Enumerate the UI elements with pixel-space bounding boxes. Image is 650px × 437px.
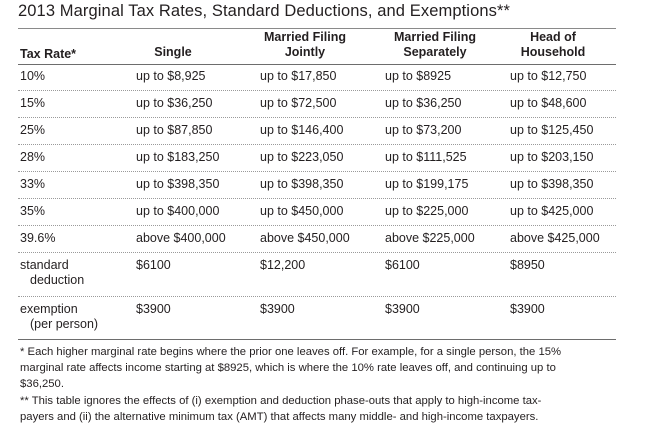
row-divider: [18, 296, 616, 297]
header-married-separately: Married Filing Separately: [380, 30, 490, 66]
header-married-jointly-line2: Jointly: [284, 45, 326, 59]
cell-married-jointly: up to $146,400: [260, 123, 344, 137]
page-title: 2013 Marginal Tax Rates, Standard Deduct…: [18, 2, 511, 20]
footnote-2-line2: payers and (ii) the alternative minimum …: [20, 411, 539, 423]
footnote-2-line1: ** This table ignores the effects of (i)…: [20, 395, 542, 407]
cell-head-of-household: up to $425,000: [510, 204, 594, 218]
cell-married-jointly: up to $223,050: [260, 150, 344, 164]
header-married-jointly: Married Filing Jointly: [250, 30, 360, 66]
cell-single: above $400,000: [136, 231, 226, 245]
row-divider: [18, 144, 616, 145]
cell-head-of-household: up to $12,750: [510, 69, 587, 83]
cell-single: up to $398,350: [136, 177, 220, 191]
cell-married-jointly: up to $450,000: [260, 204, 344, 218]
cell-rate: 25%: [20, 123, 46, 137]
cell-single: $3900: [136, 302, 171, 316]
row-divider: [18, 171, 616, 172]
cell-married-separately: above $225,000: [385, 231, 475, 245]
cell-single: up to $8,925: [136, 69, 206, 83]
cell-married-separately: up to $36,250: [385, 96, 462, 110]
cell-married-separately: $3900: [385, 302, 420, 316]
table-row: 10% up to $8,925 up to $17,850 up to $89…: [18, 65, 616, 91]
footnote-1-line1: * Each higher marginal rate begins where…: [20, 346, 562, 358]
cell-rate: 35%: [20, 204, 46, 218]
cell-rate: 28%: [20, 150, 46, 164]
standard-deduction-row: standard deduction $6100 $12,200 $6100 $…: [18, 254, 616, 297]
header-divider: [18, 64, 616, 65]
exemption-label-line2: (per person): [30, 317, 99, 331]
row-divider: [18, 117, 616, 118]
cell-single: up to $183,250: [136, 150, 220, 164]
header-married-separately-line2: Separately: [403, 45, 467, 59]
row-divider: [18, 252, 616, 253]
footnote-1: * Each higher marginal rate begins where…: [20, 344, 610, 392]
header-tax-rate: Tax Rate*: [20, 47, 77, 61]
cell-married-jointly: up to $72,500: [260, 96, 337, 110]
cell-head-of-household: up to $48,600: [510, 96, 587, 110]
header-married-jointly-line1: Married Filing: [264, 30, 346, 44]
table-row: 35% up to $400,000 up to $450,000 up to …: [18, 200, 616, 226]
cell-married-jointly: up to $398,350: [260, 177, 344, 191]
cell-married-separately: up to $8925: [385, 69, 452, 83]
cell-married-jointly: $12,200: [260, 258, 306, 272]
header-single: Single: [118, 30, 228, 66]
cell-rate: 10%: [20, 69, 46, 83]
cell-married-separately: $6100: [385, 258, 420, 272]
table-row: 33% up to $398,350 up to $398,350 up to …: [18, 173, 616, 199]
deduction-label-line1: standard: [20, 258, 69, 272]
cell-single: $6100: [136, 258, 171, 272]
cell-head-of-household: $8950: [510, 258, 545, 272]
header-single-label: Single: [154, 45, 192, 59]
cell-married-separately: up to $199,175: [385, 177, 469, 191]
exemption-row: exemption (per person) $3900 $3900 $3900…: [18, 298, 616, 338]
cell-rate: 15%: [20, 96, 46, 110]
footnote-1-line2: marginal rate affects income starting at…: [20, 362, 556, 374]
table-row: 39.6% above $400,000 above $450,000 abov…: [18, 227, 616, 253]
title-divider: [18, 28, 616, 29]
cell-single: up to $36,250: [136, 96, 213, 110]
deduction-label-line2: deduction: [30, 273, 85, 287]
table-bottom-divider: [18, 339, 616, 340]
cell-head-of-household: up to $203,150: [510, 150, 594, 164]
cell-single: up to $400,000: [136, 204, 220, 218]
cell-rate: 33%: [20, 177, 46, 191]
cell-married-separately: up to $111,525: [385, 150, 467, 164]
cell-married-jointly: $3900: [260, 302, 295, 316]
footnote-1-line3: $36,250.: [20, 378, 64, 390]
cell-exemption-label: exemption (per person): [20, 302, 98, 332]
header-head-of-household-line1: Head of: [530, 30, 576, 44]
cell-deduction-label: standard deduction: [20, 258, 84, 288]
header-head-of-household-line2: Household: [520, 45, 586, 59]
cell-head-of-household: up to $125,450: [510, 123, 594, 137]
cell-married-separately: up to $225,000: [385, 204, 469, 218]
exemption-label-line1: exemption: [20, 302, 78, 316]
cell-married-separately: up to $73,200: [385, 123, 462, 137]
cell-rate: 39.6%: [20, 231, 56, 245]
header-head-of-household: Head of Household: [498, 30, 608, 66]
footnote-2: ** This table ignores the effects of (i)…: [20, 393, 610, 425]
header-married-separately-line1: Married Filing: [394, 30, 476, 44]
table-row: 28% up to $183,250 up to $223,050 up to …: [18, 146, 616, 172]
cell-married-jointly: above $450,000: [260, 231, 350, 245]
row-divider: [18, 90, 616, 91]
cell-head-of-household: above $425,000: [510, 231, 600, 245]
table-row: 25% up to $87,850 up to $146,400 up to $…: [18, 119, 616, 145]
row-divider: [18, 198, 616, 199]
cell-head-of-household: up to $398,350: [510, 177, 594, 191]
row-divider: [18, 225, 616, 226]
cell-head-of-household: $3900: [510, 302, 545, 316]
table-row: 15% up to $36,250 up to $72,500 up to $3…: [18, 92, 616, 118]
cell-married-jointly: up to $17,850: [260, 69, 337, 83]
cell-single: up to $87,850: [136, 123, 213, 137]
